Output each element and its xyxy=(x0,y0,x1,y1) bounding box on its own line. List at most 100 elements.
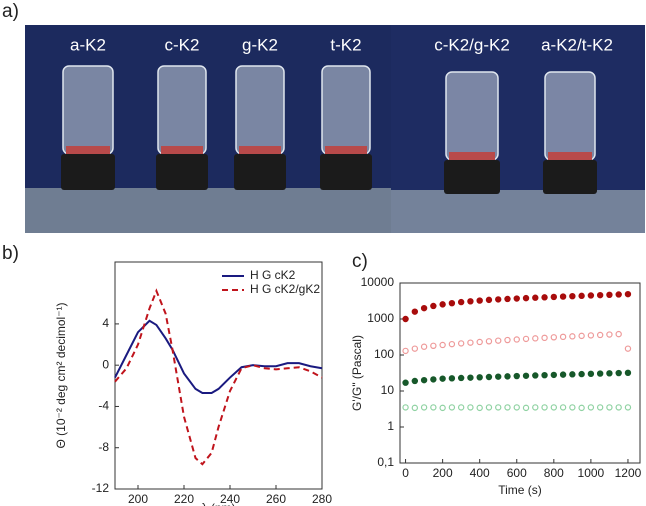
data-point xyxy=(402,315,409,323)
data-point xyxy=(430,404,437,411)
data-point xyxy=(448,299,456,307)
data-point xyxy=(430,342,437,350)
photo: a-K2 c-K2 g-K2 t-K2 c-K2/g-K2 a-K2/t-K2 xyxy=(25,25,645,233)
x-tick-label: 600 xyxy=(507,466,527,480)
x-tick-label: 220 xyxy=(174,492,194,506)
data-point xyxy=(439,341,446,349)
data-point xyxy=(495,296,502,303)
y-tick-label: 1000 xyxy=(367,311,394,325)
data-point xyxy=(550,334,558,341)
data-point xyxy=(411,308,419,315)
data-point xyxy=(504,295,511,303)
data-point xyxy=(615,369,622,377)
data-point xyxy=(504,404,511,411)
data-point xyxy=(513,404,520,411)
data-point xyxy=(587,332,595,339)
photo-label: g-K2 xyxy=(242,35,278,54)
data-point xyxy=(559,404,567,411)
data-point xyxy=(439,404,446,412)
data-point xyxy=(559,371,567,378)
y-axis-label: G'/G" (Pascal) xyxy=(350,335,364,411)
photo-label: c-K2 xyxy=(165,35,200,54)
data-point xyxy=(606,331,613,338)
data-point xyxy=(457,340,465,347)
data-point xyxy=(624,290,632,298)
data-point xyxy=(606,404,613,411)
data-point xyxy=(615,330,622,338)
data-point xyxy=(532,294,539,301)
legend-label: H G cK2/gK2 xyxy=(250,282,320,296)
y-tick-label: 1 xyxy=(387,419,394,433)
y-axis-label: Θ (10⁻² deg cm² decimol⁻¹) xyxy=(54,302,68,448)
data-point xyxy=(541,334,548,342)
data-point xyxy=(541,371,548,379)
data-point xyxy=(513,295,520,302)
data-point xyxy=(541,404,548,411)
data-point xyxy=(578,332,585,340)
data-point xyxy=(402,379,409,386)
data-point xyxy=(559,333,567,341)
data-point xyxy=(522,372,530,379)
photo-label: t-K2 xyxy=(330,35,361,54)
x-tick-label: 200 xyxy=(433,466,453,480)
data-point xyxy=(513,336,520,343)
x-tick-label: 1200 xyxy=(615,466,642,480)
data-point xyxy=(420,304,428,312)
series-line xyxy=(114,288,323,466)
y-tick-label: -12 xyxy=(92,481,110,495)
data-point xyxy=(457,374,465,382)
x-tick-label: 200 xyxy=(128,492,148,506)
data-point xyxy=(615,291,622,298)
data-point xyxy=(476,404,483,412)
data-point xyxy=(596,291,604,299)
data-point xyxy=(615,404,622,411)
data-point xyxy=(624,369,632,377)
data-point xyxy=(457,404,465,411)
data-point xyxy=(402,404,409,411)
y-tick-label: 100 xyxy=(374,347,394,361)
data-point xyxy=(485,373,493,381)
y-tick-label: 10 xyxy=(381,383,395,397)
x-tick-label: 1000 xyxy=(578,466,605,480)
data-point xyxy=(578,370,585,378)
data-point xyxy=(495,337,502,344)
data-point xyxy=(596,331,604,339)
data-point xyxy=(448,375,456,382)
data-point xyxy=(606,370,613,377)
data-point xyxy=(596,370,604,377)
data-point xyxy=(448,404,456,411)
data-point xyxy=(420,343,428,350)
data-point xyxy=(532,335,539,342)
plot-frame xyxy=(399,282,641,464)
data-point xyxy=(606,291,613,299)
data-point xyxy=(420,376,428,384)
data-point xyxy=(587,370,595,378)
data-point xyxy=(624,404,632,411)
data-point xyxy=(522,294,530,302)
data-point xyxy=(485,338,493,345)
data-point xyxy=(411,404,419,412)
data-point xyxy=(550,293,558,301)
data-point xyxy=(402,347,409,355)
data-point xyxy=(467,298,474,305)
data-point xyxy=(569,333,576,340)
data-point xyxy=(578,404,585,412)
data-point xyxy=(476,297,483,304)
data-point xyxy=(550,404,558,411)
x-tick-label: 0 xyxy=(402,466,409,480)
x-axis-label: Time (s) xyxy=(498,483,542,497)
x-tick-label: 260 xyxy=(266,492,286,506)
data-point xyxy=(550,371,558,379)
panel-label: a) xyxy=(2,1,19,22)
data-point xyxy=(587,292,595,299)
x-tick-label: 240 xyxy=(220,492,240,506)
y-tick-label: 4 xyxy=(102,316,109,330)
photo-label: a-K2/t-K2 xyxy=(541,35,613,54)
x-axis-label: λ (nm) xyxy=(202,501,236,506)
y-tick-label: 0 xyxy=(102,357,109,371)
x-tick-label: 280 xyxy=(312,492,332,506)
data-point xyxy=(495,404,502,411)
data-point xyxy=(476,374,483,381)
data-point xyxy=(559,293,567,300)
